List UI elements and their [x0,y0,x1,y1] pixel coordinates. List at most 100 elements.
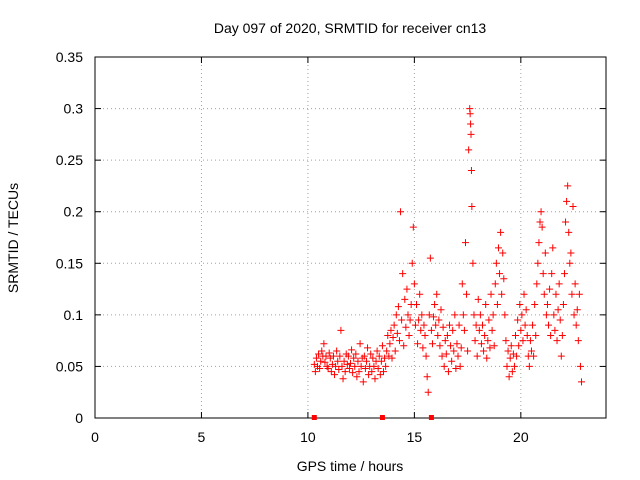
data-point [546,285,554,293]
data-point [466,110,474,118]
data-point [532,331,540,339]
data-point [545,321,553,329]
data-point [447,342,455,350]
data-point [483,354,491,362]
data-point [316,364,324,372]
data-point [531,301,539,309]
data-point [503,362,511,370]
data-point [347,359,354,367]
data-point [426,254,434,262]
data-point [418,311,426,319]
data-point [482,301,490,309]
data-point [565,228,573,236]
data-point [472,321,480,329]
data-point [539,270,547,278]
data-point [553,337,561,345]
data-point [573,306,581,314]
data-point [413,301,421,309]
chart-title: Day 097 of 2020, SRMTID for receiver cn1… [214,20,487,36]
data-point [491,280,499,288]
data-point [408,259,416,267]
data-point [362,357,370,365]
tick-labels: 0 5 10 15 20 0 0.05 0.1 0.15 0.2 0.25 0.3 0.35 [56,49,529,445]
data-point [388,354,396,362]
data-point [450,347,458,355]
data-point [325,349,333,357]
data-point [488,326,496,334]
data-point [521,321,529,329]
data-point [350,354,358,362]
data-point [448,357,456,365]
data-point [359,378,367,386]
data-point [405,331,413,339]
data-point [468,203,476,211]
data-point [419,344,427,352]
data-point [569,203,577,211]
data-point [392,311,400,319]
data-point [368,368,376,376]
data-point [507,342,515,350]
x-axis-label: GPS time / hours [297,458,404,474]
data-point [562,218,570,226]
data-point [559,301,567,309]
y-tick-label: 0 [75,410,83,426]
data-point [351,362,359,370]
data-point [424,388,432,396]
data-point [470,311,478,319]
data-point [348,346,356,354]
data-point [417,326,425,334]
data-point [473,352,481,360]
data-point [467,130,475,138]
data-point [444,368,452,376]
y-tick-label: 0.25 [56,152,83,168]
data-point [548,270,556,278]
data-point [374,364,382,372]
data-point [504,347,512,355]
data-point [563,197,571,205]
data-point [315,350,323,358]
y-tick-label: 0.1 [64,307,84,323]
data-point [332,362,340,370]
data-point [317,357,325,365]
baseline-marker [379,415,385,420]
data-point [356,340,364,348]
data-point [461,239,469,247]
data-point [566,259,574,267]
data-point [552,290,560,298]
y-tick-label: 0.2 [64,204,84,220]
data-point [570,311,578,319]
data-point [322,352,330,360]
data-point [377,357,385,365]
data-point [406,316,414,324]
data-point [534,259,542,267]
data-point [457,344,465,352]
data-point [533,280,541,288]
data-point [415,316,423,324]
data-point [578,378,586,386]
data-point [400,342,408,350]
data-point [506,354,514,362]
data-point [398,316,406,324]
data-point [480,347,488,355]
data-point [451,311,459,319]
data-point [449,326,457,334]
data-point [421,331,429,339]
data-point [554,306,562,314]
data-point [339,375,347,383]
data-point [536,218,544,226]
data-point [558,331,566,339]
data-point [380,368,388,376]
data-point [567,249,575,257]
data-point [321,358,329,366]
data-point [376,371,384,379]
data-point [352,350,360,358]
y-tick-label: 0.15 [56,255,83,271]
baseline-markers [311,415,434,420]
data-point [490,342,498,350]
data-point [442,350,450,358]
data-point [551,326,559,334]
data-point [410,280,418,288]
data-point [335,366,343,374]
data-point [337,326,345,334]
data-point [519,337,527,345]
